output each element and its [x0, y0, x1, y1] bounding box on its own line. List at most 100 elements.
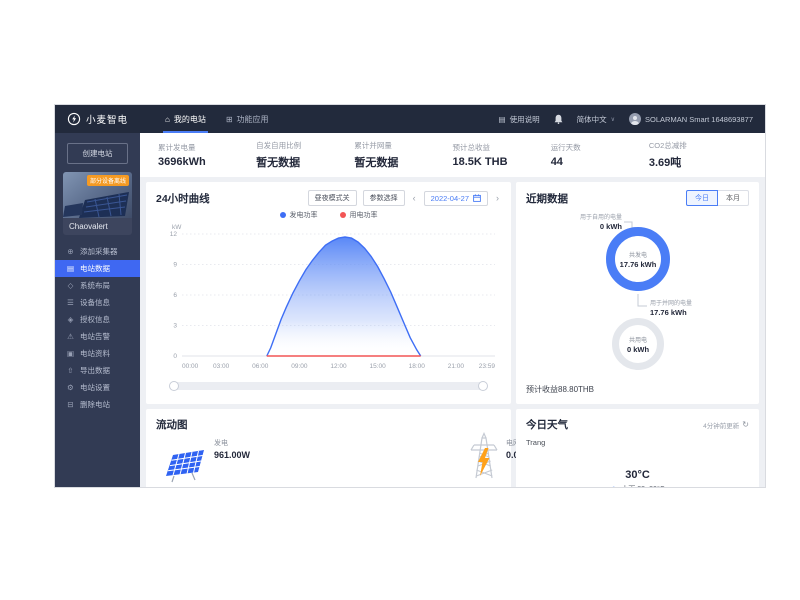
self-use-callout: 用于自用的电量 0 kWh [579, 215, 622, 231]
estimated-revenue: 预计收益88.80THB [526, 385, 595, 394]
curve-panel: 24小时曲线 昼夜模式关 参数选择 ‹ 2022-04-27 [146, 182, 511, 404]
app-logo: 小麦智电 [67, 112, 155, 126]
language-selector[interactable]: 简体中文 ∨ [577, 114, 615, 125]
tab-my-plants[interactable]: ⌂ 我的电站 [155, 105, 216, 133]
app-window: 小麦智电 ⌂ 我的电站 ⊞ 功能应用 ▤ 使用说明 简体中文 ∨ [54, 104, 766, 488]
svg-text:21:00: 21:00 [448, 363, 465, 370]
svg-text:6: 6 [173, 292, 177, 299]
parameter-select-button[interactable]: 参数选择 [362, 190, 405, 206]
weather-temperature: 30°C [625, 469, 650, 481]
consumption-donut[interactable]: 共用电 0 kWh [612, 318, 664, 370]
weather-panel: 今日天气 4分钟前更新 ↻ Trang 30°C ☂ 小雨 23~30°C [516, 409, 759, 487]
solar-panel-icon [166, 450, 204, 483]
prev-day-button[interactable]: ‹ [412, 193, 416, 203]
stat-co2-reduction: CO2总减排 3.69吨 [648, 141, 687, 169]
slider-handle-left[interactable] [169, 381, 179, 391]
user-name: SOLARMAN Smart 1648693877 [645, 114, 753, 124]
refresh-icon[interactable]: ↻ [742, 420, 749, 429]
legend-generation[interactable]: 发电功率 [279, 210, 318, 220]
rain-cloud-icon: ☂ [610, 485, 617, 488]
stat-self-use-ratio: 自发自用比例 暂无数据 [256, 141, 302, 169]
recent-data-panel: 近期数据 今日 本月 用于自用的电量 0 kWh [516, 182, 759, 404]
sidebar-item-plant-data[interactable]: ▤ 电站数据 [55, 260, 140, 277]
document-icon: ▤ [498, 114, 506, 124]
weather-condition: ☂ 小雨 23~30°C [526, 484, 749, 488]
sidebar-item-add-logger[interactable]: ⊕ 添加采集器 [67, 247, 118, 256]
grid-feed-callout: 用于并网的电量 17.76 kWh [650, 301, 693, 317]
slider-handle-right[interactable] [478, 381, 488, 391]
grid-tower-icon [470, 432, 498, 479]
stat-running-days: 运行天数 44 [550, 143, 581, 168]
svg-text:18:00: 18:00 [409, 363, 426, 370]
help-label: 使用说明 [509, 114, 540, 124]
shield-icon: ◈ [67, 315, 74, 324]
user-menu[interactable]: SOLARMAN Smart 1648693877 [629, 113, 753, 125]
sidebar-item-plant-profile[interactable]: ▣ 电站资料 [66, 349, 110, 358]
toggle-month[interactable]: 本月 [717, 190, 749, 206]
svg-text:3: 3 [173, 323, 177, 330]
weather-location: Trang [526, 438, 546, 447]
bell-icon [554, 114, 563, 124]
station-photo: 部分设备离线 [63, 172, 132, 218]
home-icon: ⌂ [165, 114, 170, 124]
legend-dot-generation [279, 212, 286, 218]
date-picker[interactable]: 2022-04-27 [423, 190, 488, 206]
id-card-icon: ▣ [66, 349, 75, 358]
logo-icon [67, 112, 81, 126]
tab-function-apps[interactable]: ⊞ 功能应用 [216, 105, 279, 133]
data-zoom-slider[interactable] [169, 381, 488, 391]
trash-icon: ⊟ [67, 400, 74, 409]
stat-total-revenue: 预计总收益 18.5K THB [452, 143, 508, 168]
sidebar-item-system-layout[interactable]: ◇ 系统布局 [67, 281, 110, 290]
gear-icon: ⚙ [67, 383, 74, 392]
updated-timestamp: 4分钟前更新 [703, 422, 740, 430]
sidebar-item-plant-settings[interactable]: ⚙ 电站设置 [67, 383, 110, 392]
next-day-button[interactable]: › [496, 193, 499, 203]
generation-donut[interactable]: 共发电 17.76 kWh [606, 227, 670, 291]
sidebar-item-plant-alerts[interactable]: ⚠ 电站告警 [67, 332, 110, 341]
station-card[interactable]: 部分设备离线 Chaovalert [63, 172, 132, 235]
chevron-down-icon: ∨ [610, 116, 616, 123]
notification-bell[interactable] [554, 114, 563, 124]
sidebar-item-device-info[interactable]: ☰ 设备信息 [67, 298, 110, 307]
svg-text:0: 0 [173, 353, 177, 360]
legend-consumption[interactable]: 用电功率 [339, 210, 378, 220]
help-link[interactable]: ▤ 使用说明 [499, 114, 540, 125]
sidebar-item-export-data[interactable]: ⇧ 导出数据 [67, 366, 110, 375]
device-list-icon: ☰ [67, 298, 74, 307]
svg-text:15:00: 15:00 [369, 363, 386, 370]
top-navbar: 小麦智电 ⌂ 我的电站 ⊞ 功能应用 ▤ 使用说明 简体中文 ∨ [55, 105, 765, 133]
export-icon: ⇧ [67, 366, 74, 375]
station-photo-panels [63, 192, 129, 218]
panel-title-flow: 流动图 [156, 419, 188, 431]
chart-legend: 发电功率 用电功率 [156, 210, 501, 220]
sidebar-menu: ⊕ 添加采集器 ▤ 电站数据 ◇ 系统布局 ☰ 设备信息 ◈ 授权信息 ⚠ 电站告警 ▣ 电站… [55, 243, 140, 413]
svg-text:06:00: 06:00 [252, 363, 269, 370]
kpi-strip: 累计发电量 3696kWh 自发自用比例 暂无数据 累计并网量 暂无数据 预计总… [140, 133, 765, 177]
calendar-icon [473, 194, 481, 202]
tab-label: 我的电站 [173, 114, 206, 124]
solar-flow-label: 发电 961.00W [214, 440, 251, 460]
period-toggle: 今日 本月 [686, 190, 749, 206]
language-label: 简体中文 [576, 114, 607, 124]
station-name: Chaovalert [69, 222, 108, 231]
panel-title-weather: 今日天气 [526, 419, 568, 431]
tab-label: 功能应用 [236, 114, 269, 124]
day-night-mode-button[interactable]: 昼夜模式关 [307, 190, 357, 206]
chart-icon: ▤ [66, 264, 75, 273]
create-plant-button[interactable]: 创建电站 [67, 143, 128, 164]
svg-text:09:00: 09:00 [291, 363, 308, 370]
sidebar-item-delete-plant[interactable]: ⊟ 删除电站 [67, 400, 110, 409]
svg-text:00:00: 00:00 [182, 363, 199, 370]
alarm-icon: ⚠ [67, 332, 74, 341]
panel-title-curve: 24小时曲线 [156, 192, 210, 205]
svg-text:12:00: 12:00 [330, 363, 347, 370]
sidebar-item-auth-info[interactable]: ◈ 授权信息 [67, 315, 110, 324]
svg-text:12: 12 [170, 231, 178, 238]
svg-text:23:59: 23:59 [479, 363, 496, 370]
app-title: 小麦智电 [86, 115, 129, 126]
add-icon: ⊕ [67, 247, 74, 256]
toggle-today[interactable]: 今日 [686, 190, 718, 206]
apps-grid-icon: ⊞ [225, 114, 233, 124]
